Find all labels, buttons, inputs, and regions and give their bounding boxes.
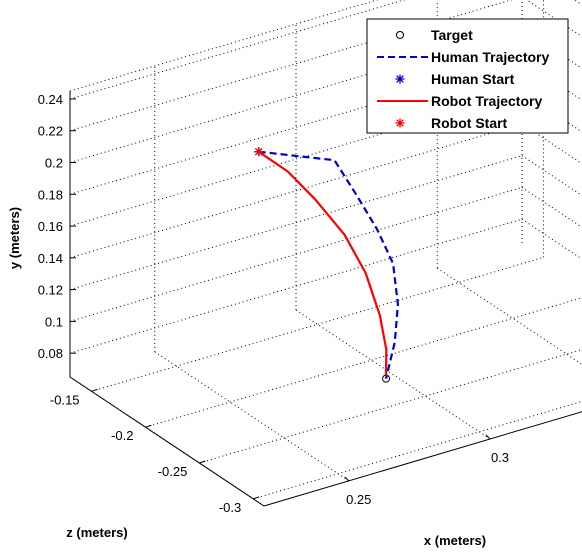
x-tick-mark: [485, 434, 491, 440]
x-axis-label: x (meters): [424, 533, 486, 548]
y-tick-label: 0.1: [45, 314, 63, 329]
z-tick-mark: [91, 388, 98, 392]
asterisk-stroke: [396, 119, 404, 127]
legend-item-human-trajectory: Human Trajectory: [377, 49, 549, 65]
legend-item-robot-start: Robot Start: [395, 115, 508, 131]
robot-trajectory-line: [258, 150, 388, 376]
legend-label-robot-start: Robot Start: [431, 115, 508, 131]
axes-layer: [69, 91, 582, 507]
gridline-y-back: [69, 218, 523, 354]
human-trajectory-line: [258, 150, 399, 379]
z-tick-label: -0.2: [111, 428, 133, 443]
gridline-y-back: [69, 155, 523, 291]
asterisk-stroke: [255, 147, 263, 156]
series-layer: [254, 147, 399, 383]
z-tick-mark: [199, 460, 206, 464]
legend-swatch-human-start: [395, 74, 405, 84]
gridline-y-back: [69, 186, 523, 322]
legend-label-robot-trajectory: Robot Trajectory: [431, 93, 542, 109]
gridline-x-floor: [436, 267, 582, 365]
legend: Target Human Trajectory Human Start Robot T…: [366, 18, 569, 134]
asterisk-stroke: [396, 75, 404, 83]
z-tick-label: -0.25: [158, 464, 188, 479]
x-tick-mark: [344, 476, 350, 482]
gridline-z-floor: [91, 256, 544, 392]
legend-label-human-start: Human Start: [431, 71, 515, 87]
x-tick-label: 0.25: [346, 492, 371, 507]
legend-item-target: Target: [396, 27, 473, 43]
legend-label-human-trajectory: Human Trajectory: [431, 49, 549, 65]
legend-item-robot-trajectory: Robot Trajectory: [377, 93, 542, 109]
y-tick-label: 0.14: [38, 251, 63, 266]
y-tick-label: 0.2: [45, 156, 63, 171]
z-axis-label: z (meters): [66, 525, 127, 540]
y-tick-label: 0.16: [38, 219, 63, 234]
y-tick-label: 0.18: [38, 187, 63, 202]
gridline-z-floor: [145, 297, 582, 428]
gridline-z-floor: [199, 349, 582, 464]
z-axis-line: [69, 376, 265, 507]
y-tick-label: 0.24: [38, 92, 63, 107]
x-tick-label: 0.3: [491, 450, 509, 465]
tick-labels: 0.08 0.1 0.12 0.14 0.16 0.18 0.2 0.22 0.24 -0.15 -…: [38, 92, 509, 515]
legend-swatch-robot-start: [395, 118, 405, 128]
z-tick-mark: [145, 424, 152, 428]
y-tick-label: 0.12: [38, 283, 63, 298]
legend-label-target: Target: [431, 27, 473, 43]
gridline-x-floor: [295, 309, 491, 440]
y-tick-label: 0.22: [38, 124, 63, 139]
robot-start-marker: [254, 147, 264, 157]
gridline-x-floor: [154, 351, 350, 482]
gridline-y-back: [69, 123, 523, 259]
z-tick-label: -0.15: [50, 392, 80, 407]
z-tick-label: -0.3: [219, 500, 241, 515]
legend-item-human-start: Human Start: [395, 71, 515, 87]
legend-swatch-target: [396, 31, 404, 39]
z-tick-mark: [253, 496, 260, 500]
y-tick-label: 0.08: [38, 346, 63, 361]
y-axis-label: y (meters): [7, 207, 22, 269]
